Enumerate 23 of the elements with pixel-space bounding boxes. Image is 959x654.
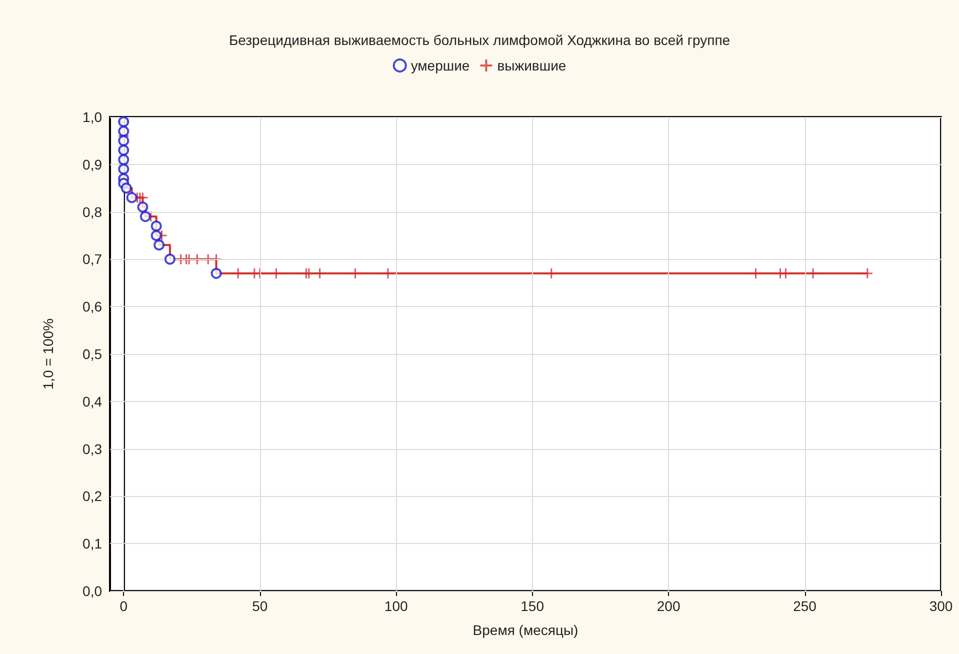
y-tick-label: 0,0 [82, 583, 102, 599]
y-axis-title: 1,0 = 100% [40, 318, 56, 390]
y-tick-label: 0,8 [82, 204, 102, 220]
y-tick-label: 0,7 [82, 251, 102, 268]
y-tick-label: 0,6 [82, 298, 102, 315]
y-tick-label: 0,3 [82, 440, 102, 457]
y-tick-label: 0,1 [82, 536, 102, 552]
y-tick-label: 0,5 [82, 346, 102, 362]
x-tick-label: 0 [120, 598, 128, 614]
legend-label: выжившие [497, 58, 566, 74]
y-tick-label: 1,0 [82, 109, 102, 125]
y-tick-label: 0,2 [82, 488, 102, 504]
x-tick-label: 200 [656, 598, 680, 614]
y-tick-label: 0,9 [82, 156, 102, 172]
x-axis-title: Время (месяцы) [472, 622, 578, 638]
x-tick-label: 300 [929, 598, 953, 614]
x-tick-label: 50 [252, 598, 268, 614]
x-tick-label: 100 [384, 598, 408, 614]
x-tick-label: 150 [520, 598, 544, 614]
y-tick-label: 0,4 [82, 393, 102, 410]
chart-title: Безрецидивная выживаемость больных лимфомой Ходжкина во всей группе [228, 32, 730, 48]
x-tick-label: 250 [793, 598, 817, 614]
legend-label: умершие [410, 58, 470, 74]
